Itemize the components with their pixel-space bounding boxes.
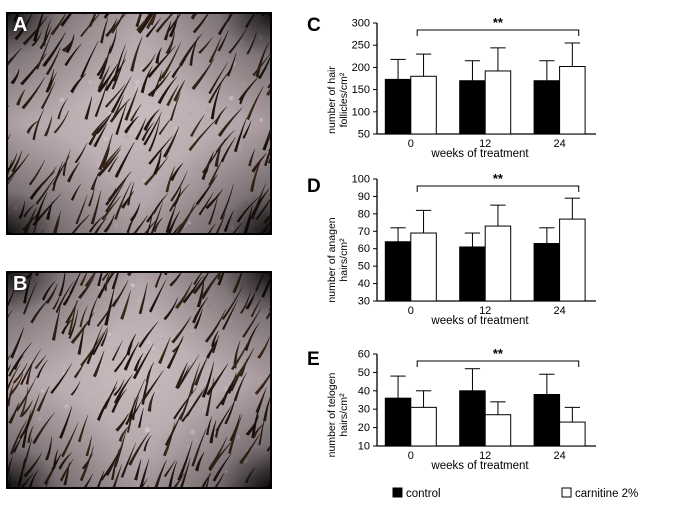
svg-text:10: 10 [358, 441, 370, 453]
svg-text:12: 12 [479, 305, 491, 317]
svg-text:60: 60 [358, 243, 370, 255]
svg-text:30: 30 [358, 296, 370, 308]
svg-text:number of anagen: number of anagen [326, 217, 338, 302]
svg-text:**: ** [493, 346, 504, 361]
svg-text:D: D [307, 176, 321, 197]
svg-text:40: 40 [358, 385, 370, 397]
svg-text:control: control [406, 488, 441, 500]
svg-text:carnitine 2%: carnitine 2% [575, 488, 638, 500]
svg-text:12: 12 [479, 138, 491, 150]
svg-text:50: 50 [358, 261, 370, 273]
svg-text:24: 24 [553, 138, 565, 150]
svg-text:number of hair: number of hair [326, 66, 338, 134]
svg-text:80: 80 [358, 208, 370, 220]
svg-text:**: ** [493, 15, 504, 30]
svg-text:200: 200 [352, 62, 370, 74]
svg-text:weeks of treatment: weeks of treatment [430, 315, 529, 327]
svg-text:100: 100 [352, 174, 370, 186]
svg-text:50: 50 [358, 129, 370, 141]
svg-text:weeks of treatment: weeks of treatment [430, 148, 529, 160]
svg-text:90: 90 [358, 191, 370, 203]
svg-text:12: 12 [479, 450, 491, 462]
svg-text:0: 0 [408, 138, 414, 150]
svg-text:24: 24 [553, 450, 565, 462]
svg-text:E: E [307, 349, 320, 370]
svg-text:100: 100 [352, 106, 370, 118]
svg-text:hairs/cm²: hairs/cm² [338, 393, 350, 437]
svg-text:300: 300 [352, 18, 370, 30]
svg-text:0: 0 [408, 305, 414, 317]
svg-text:number of telogen: number of telogen [326, 373, 338, 458]
svg-text:hairs/cm²: hairs/cm² [338, 238, 350, 282]
svg-text:150: 150 [352, 84, 370, 96]
svg-text:70: 70 [358, 226, 370, 238]
svg-text:50: 50 [358, 367, 370, 379]
svg-text:C: C [307, 15, 321, 36]
svg-text:follicles/cm²: follicles/cm² [338, 72, 350, 127]
svg-text:250: 250 [352, 40, 370, 52]
svg-text:weeks of treatment: weeks of treatment [430, 460, 529, 472]
svg-text:24: 24 [553, 305, 565, 317]
svg-text:20: 20 [358, 422, 370, 434]
svg-text:0: 0 [408, 450, 414, 462]
svg-text:**: ** [493, 171, 504, 186]
svg-text:40: 40 [358, 278, 370, 290]
svg-text:30: 30 [358, 404, 370, 416]
svg-text:60: 60 [358, 349, 370, 361]
